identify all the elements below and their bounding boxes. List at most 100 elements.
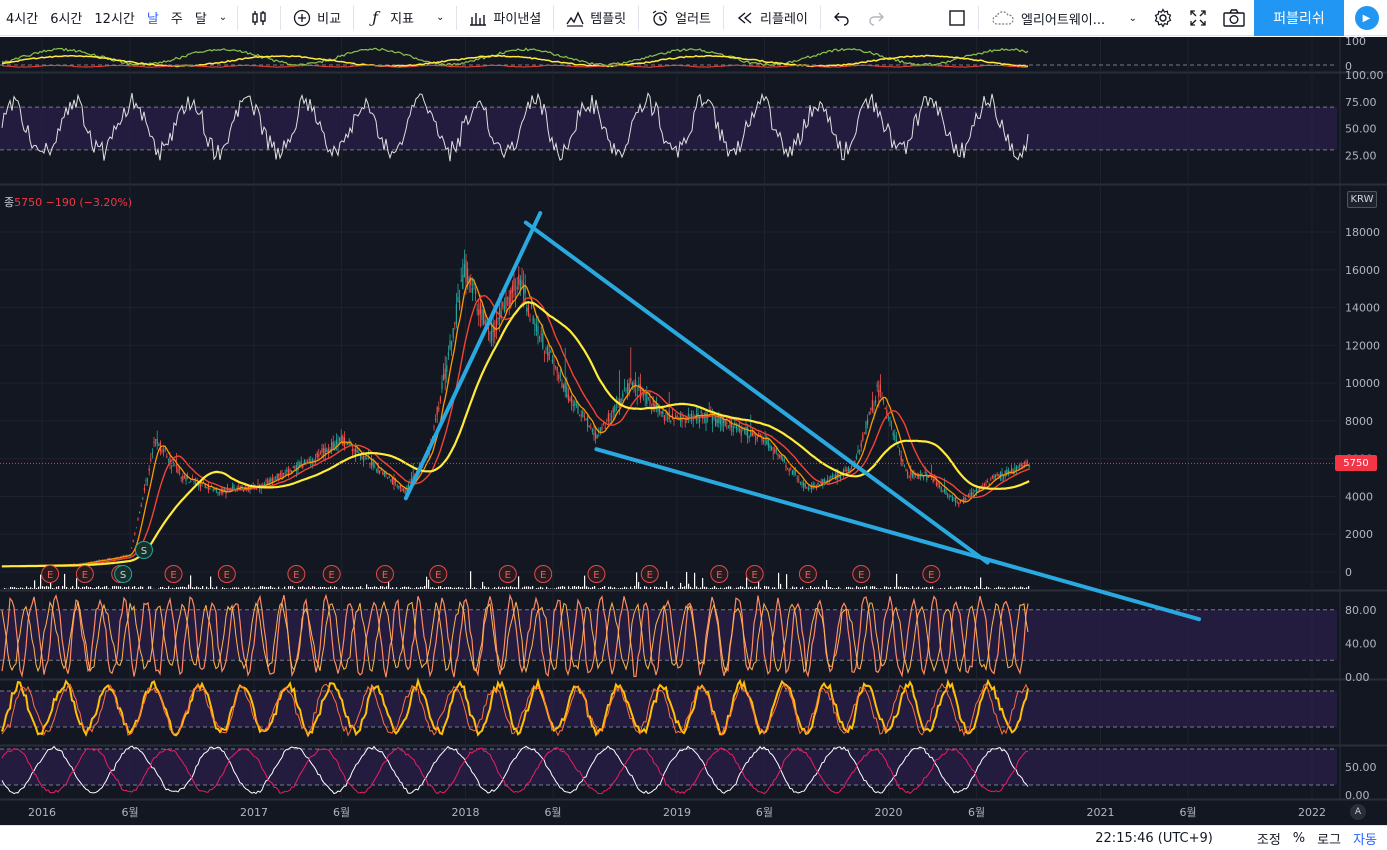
fullscreen-button[interactable] — [1181, 0, 1215, 36]
candle-body — [934, 478, 936, 481]
candle-body — [340, 435, 342, 443]
candle-body — [1014, 468, 1016, 470]
financials-button[interactable]: 파이낸셜 — [461, 0, 549, 36]
candle-body — [510, 290, 512, 304]
candle-body — [659, 406, 661, 413]
candle-body — [926, 474, 928, 480]
volume-bar — [870, 586, 872, 589]
time-tick: 2016 — [28, 806, 56, 819]
log-scale-button[interactable]: 로그 — [1317, 832, 1342, 848]
volume-bar — [334, 586, 336, 589]
fullscreen-layout-button[interactable] — [940, 0, 974, 36]
undo-button[interactable] — [825, 0, 859, 36]
candle-body — [505, 297, 507, 309]
earnings-marker-label: E — [805, 570, 811, 581]
candle-body — [1, 566, 3, 568]
volume-bar — [714, 586, 716, 589]
clock[interactable]: 22:15:46 (UTC+9) — [1095, 830, 1213, 846]
candle-body — [745, 427, 747, 436]
candle-body — [166, 456, 168, 458]
candle-body — [785, 465, 787, 468]
volume-bar — [528, 586, 530, 589]
volume-bar — [570, 588, 572, 589]
volume-bar — [982, 588, 984, 589]
volume-bar — [292, 586, 294, 589]
volume-bar — [362, 588, 364, 589]
time-tick: 2018 — [452, 806, 480, 819]
volume-bar — [180, 586, 182, 589]
auto-scale-button[interactable]: A — [1350, 804, 1366, 820]
candle-body — [247, 486, 249, 490]
candle-body — [441, 382, 443, 390]
candle-body — [955, 498, 957, 503]
volume-bar — [634, 586, 636, 589]
candle-body — [983, 484, 985, 486]
candle-body — [300, 460, 302, 466]
candle-body — [963, 498, 965, 502]
interval-button[interactable]: 주 — [170, 12, 183, 27]
volume-bar — [350, 587, 352, 589]
volume-bar — [960, 586, 962, 589]
volume-bar — [62, 586, 64, 589]
candle-body — [839, 475, 841, 479]
candle-body — [892, 432, 894, 436]
candle-body — [756, 436, 758, 440]
indicators-button[interactable]: ƒ 지표 ⌄ — [358, 0, 452, 36]
publish-button[interactable]: 퍼블리쉬 — [1254, 0, 1344, 36]
layout-select-button[interactable]: 엘리어트웨이... ⌄ — [983, 0, 1145, 36]
candle-body — [187, 477, 189, 479]
volume-bar — [122, 588, 124, 589]
currency-badge[interactable]: KRW — [1347, 191, 1377, 208]
candle-body — [158, 444, 160, 446]
time-tick: 2022 — [1298, 806, 1326, 819]
interval-button[interactable]: 4시간 — [6, 12, 39, 27]
candle-body — [751, 432, 753, 436]
replay-button[interactable]: 리플레이 — [728, 0, 816, 36]
alert-button[interactable]: 얼러트 — [643, 0, 719, 36]
percent-scale-button[interactable]: % — [1292, 830, 1306, 846]
volume-bar — [766, 586, 768, 589]
volume-bar — [40, 574, 42, 589]
volume-bar — [84, 586, 86, 589]
candle-body — [628, 383, 630, 392]
candle-body — [651, 409, 653, 411]
candle-body — [465, 259, 467, 283]
snapshot-button[interactable] — [1215, 0, 1253, 36]
candle-body — [1015, 466, 1017, 472]
earnings-marker — [587, 565, 606, 583]
redo-button[interactable] — [859, 0, 893, 36]
volume-bar — [988, 587, 990, 589]
candle-body — [455, 304, 457, 325]
earnings-marker-label: E — [293, 570, 299, 581]
volume-bar — [664, 587, 666, 589]
candle-body — [433, 426, 435, 428]
interval-button[interactable]: 6시간 — [50, 12, 83, 27]
auto-scale-toggle[interactable]: 자동 — [1353, 832, 1377, 848]
candle-body — [495, 319, 497, 330]
interval-button[interactable]: 달 — [194, 12, 207, 27]
adjust-button[interactable]: 조정 — [1256, 832, 1281, 848]
replay-play-button[interactable]: ▶ — [1346, 0, 1387, 36]
compare-button[interactable]: 비교 — [285, 0, 349, 36]
candle-body — [571, 396, 573, 404]
interval-dropdown-button[interactable]: ⌄ — [213, 0, 233, 36]
chart-area[interactable]: 1800016000140001200010000800060004000200… — [0, 37, 1387, 825]
candle-body — [670, 421, 672, 422]
volume-bar — [30, 587, 32, 589]
volume-bar — [118, 586, 120, 589]
templates-button[interactable]: 템플릿 — [558, 0, 634, 36]
candle-body — [97, 560, 99, 562]
interval-button[interactable]: 12시간 — [94, 12, 135, 27]
volume-bar — [816, 587, 818, 589]
interval-button[interactable]: 날 — [146, 12, 159, 27]
chart-canvas[interactable]: 1800016000140001200010000800060004000200… — [0, 37, 1387, 825]
chart-type-button[interactable] — [242, 0, 276, 36]
time-tick: 2019 — [663, 806, 691, 819]
earnings-marker-label: E — [928, 570, 934, 581]
candle-body — [996, 473, 998, 476]
settings-button[interactable] — [1145, 0, 1181, 36]
volume-bar — [360, 586, 362, 589]
volume-bar — [100, 587, 102, 589]
expand-icon — [1190, 10, 1206, 26]
candle-body — [583, 416, 585, 418]
